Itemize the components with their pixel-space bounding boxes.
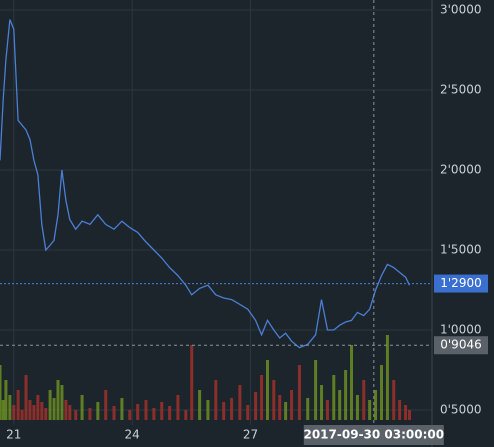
- volume-bar: [20, 410, 24, 420]
- y-tick-label: 1'0000: [440, 322, 481, 336]
- volume-bar: [184, 410, 188, 420]
- y-tick-label: 3'0000: [440, 2, 481, 16]
- volume-bar: [52, 398, 56, 420]
- volume-bar: [368, 400, 372, 420]
- volume-bar: [278, 395, 282, 420]
- volume-bar: [96, 402, 100, 420]
- volume-bar: [16, 390, 20, 420]
- x-tick-label: 24: [125, 428, 140, 442]
- volume-bar: [297, 365, 301, 420]
- volume-bar: [260, 375, 264, 420]
- volume-bar: [144, 400, 148, 420]
- volume-bar: [230, 398, 234, 420]
- volume-bar: [8, 395, 12, 420]
- volume-bar: [325, 400, 329, 420]
- volume-bar: [198, 390, 202, 420]
- volume-bar: [190, 345, 194, 420]
- volume-bar: [44, 408, 48, 420]
- volume-bar: [48, 390, 52, 420]
- volume-bar: [0, 365, 2, 420]
- current-price-label: 1'2900: [440, 276, 481, 290]
- volume-bar: [176, 395, 180, 420]
- volume-bar: [374, 390, 378, 420]
- volume-bar: [206, 400, 210, 420]
- price-line: [0, 19, 411, 349]
- crosshair-x-label: 2017-09-30 03:00:00: [303, 428, 444, 442]
- volume-bar: [64, 400, 68, 420]
- volume-bar: [284, 402, 288, 420]
- y-tick-label: 0'5000: [440, 402, 481, 416]
- volume-bar: [408, 410, 412, 420]
- crosshair-x-box: [303, 425, 444, 445]
- volume-bar: [88, 408, 92, 420]
- y-tick-label: 1'5000: [440, 242, 481, 256]
- volume-bar: [355, 395, 359, 420]
- volume-bar: [36, 395, 40, 420]
- crosshair-y-label: 0'9046: [440, 338, 481, 352]
- volume-bar: [168, 406, 172, 420]
- volume-bar: [80, 395, 84, 420]
- volume-bar: [344, 370, 348, 420]
- volume-bar: [1, 400, 5, 420]
- x-tick-label: 27: [243, 428, 258, 442]
- current-price-box: [434, 274, 488, 293]
- volume-bar: [136, 404, 140, 420]
- volume-bar: [32, 405, 36, 420]
- volume-bar: [4, 380, 8, 420]
- volume-bar: [362, 380, 366, 420]
- volume-bar: [320, 385, 324, 420]
- volume-bar: [12, 405, 16, 420]
- volume-bar: [222, 402, 226, 420]
- volume-bar: [385, 335, 389, 420]
- volume-bar: [238, 385, 242, 420]
- crosshair-y-box: [434, 336, 488, 355]
- volume-bar: [152, 408, 156, 420]
- volume-bar: [214, 380, 218, 420]
- volume-bar: [112, 406, 116, 420]
- volume-bar: [404, 405, 408, 420]
- volume-bar: [246, 405, 250, 420]
- volume-bar: [338, 390, 342, 420]
- volume-bar: [120, 398, 124, 420]
- y-tick-label: 2'0000: [440, 162, 481, 176]
- volume-bar: [306, 398, 310, 420]
- volume-bar: [74, 410, 78, 420]
- y-tick-label: 2'5000: [440, 82, 481, 96]
- volume-bar: [314, 360, 318, 420]
- volume-bar: [60, 385, 64, 420]
- volume-bar: [104, 390, 108, 420]
- volume-bar: [398, 400, 402, 420]
- volume-bar: [68, 405, 72, 420]
- volume-bar: [392, 380, 396, 420]
- volume-bar: [128, 410, 132, 420]
- volume-bar: [380, 365, 384, 420]
- x-tick-label: 21: [6, 428, 21, 442]
- volume-bar: [332, 375, 336, 420]
- volume-bar: [265, 360, 269, 420]
- volume-bar: [160, 402, 164, 420]
- volume-bar: [254, 392, 258, 420]
- volume-bar: [56, 380, 60, 420]
- volume-bar: [28, 400, 32, 420]
- volume-bar: [290, 390, 294, 420]
- volume-bar: [40, 402, 44, 420]
- volume-bar: [272, 380, 276, 420]
- volume-bar: [24, 375, 28, 420]
- volume-bar: [350, 345, 354, 420]
